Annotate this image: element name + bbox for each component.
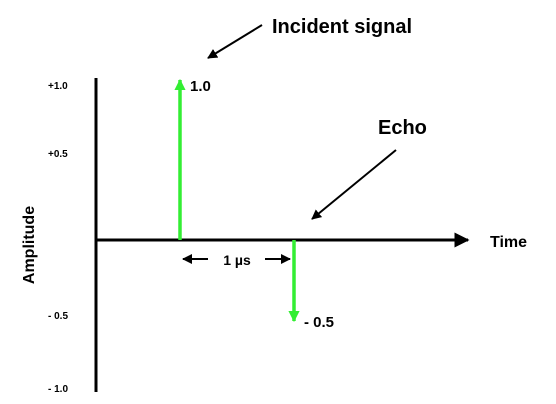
incident-value-label: 1.0: [190, 78, 211, 95]
interval-label: 1 µs: [223, 252, 251, 268]
echo-callout-pointer: [311, 149, 397, 220]
incident-signal-callout: Incident signal: [272, 16, 412, 38]
echo-value-label: - 0.5: [304, 314, 334, 331]
incident-callout-pointer: [207, 24, 263, 59]
tick-label-minus-1: - 1.0: [48, 384, 68, 395]
tick-label-plus-1: +1.0: [48, 81, 68, 92]
time-axis-label: Time: [490, 234, 527, 251]
tick-label-minus-0-5: - 0.5: [48, 311, 68, 322]
amplitude-axis-label: Amplitude: [21, 206, 38, 284]
tick-label-plus-0-5: +0.5: [48, 149, 68, 160]
echo-callout: Echo: [378, 117, 427, 139]
